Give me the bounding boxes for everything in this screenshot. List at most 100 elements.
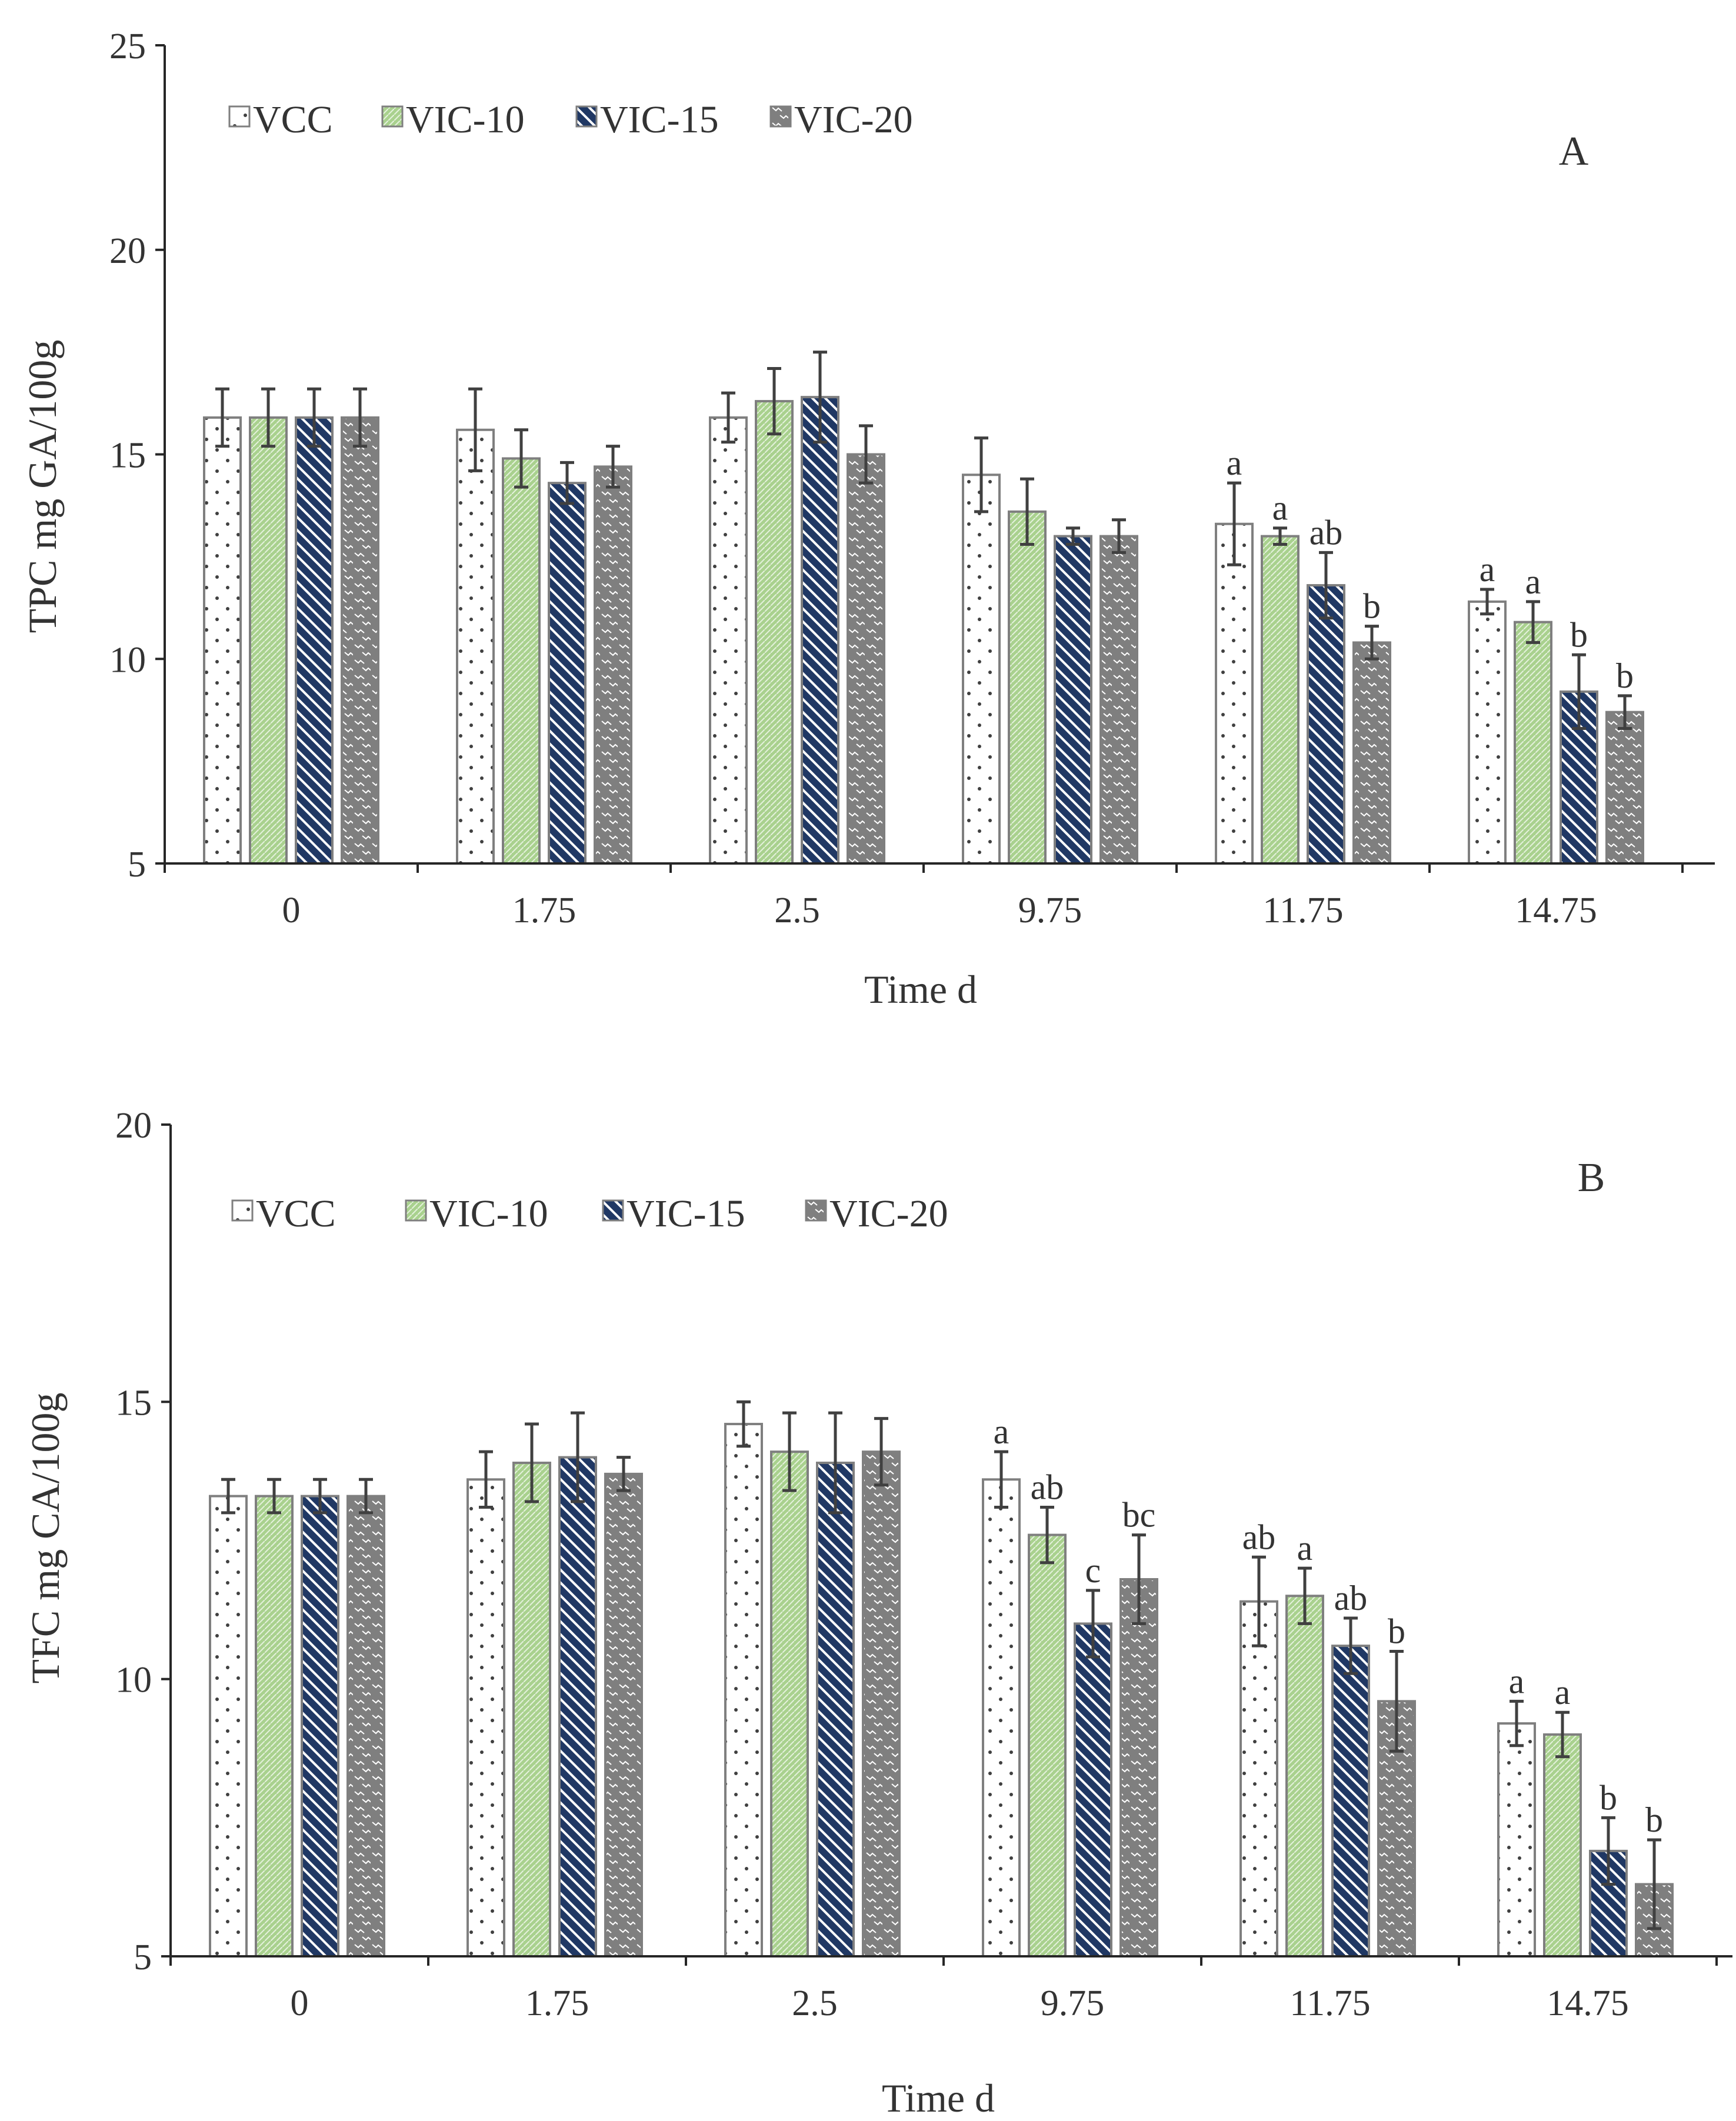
y-tick-label: 20 xyxy=(115,1106,152,1146)
error-bar xyxy=(1647,1838,1661,1930)
error-bar xyxy=(1510,1699,1524,1748)
error-bar xyxy=(1020,477,1034,546)
error-bar xyxy=(1526,600,1540,644)
error-bar xyxy=(1132,1533,1146,1625)
legend-item-vic-15: VIC-15 xyxy=(575,98,719,141)
bar-vic-10-day-14-75 xyxy=(1543,1733,1582,1958)
legend-item-vic-15: VIC-15 xyxy=(602,1192,745,1235)
significance-label: ab xyxy=(1242,1518,1276,1556)
bar-vic-10-day-11-75 xyxy=(1285,1595,1324,1957)
bar-vcc-day-9-75 xyxy=(962,473,1001,865)
panel-b-legend: VCC VIC-10 VIC-15 VIC-20 xyxy=(231,1192,948,1235)
bar-vic-15-day-9-75 xyxy=(1074,1622,1112,1957)
error-bar xyxy=(1252,1555,1266,1648)
error-bar xyxy=(813,351,827,444)
error-bar xyxy=(974,436,988,513)
y-tick-label: 15 xyxy=(109,436,146,476)
legend-label-vic-10: VIC-10 xyxy=(429,1192,548,1235)
error-bar xyxy=(1112,518,1126,554)
significance-label: a xyxy=(994,1412,1009,1451)
error-bar xyxy=(994,1450,1008,1509)
bar-vcc-day-9-75 xyxy=(982,1478,1021,1957)
error-bar xyxy=(514,428,528,489)
significance-label: ab xyxy=(1334,1579,1368,1618)
significance-label: b xyxy=(1570,615,1588,654)
error-bar xyxy=(1480,588,1494,616)
x-tick-label: 11.75 xyxy=(1262,891,1343,931)
significance-label: a xyxy=(1227,443,1242,482)
panel-b-y-axis-title: TFC mg CA/100g xyxy=(23,1393,68,1684)
legend-label-vic-10: VIC-10 xyxy=(406,98,525,141)
error-bar xyxy=(1618,694,1632,730)
x-tick-label: 0 xyxy=(282,891,301,931)
x-tick-label: 2.5 xyxy=(792,1983,838,2023)
error-bar xyxy=(1040,1505,1054,1565)
legend-item-vic-20: VIC-20 xyxy=(805,1192,948,1235)
error-bar xyxy=(1066,526,1080,546)
bar-vic-10-day-14-75 xyxy=(1514,621,1552,865)
bar-vic-20-day-2-5 xyxy=(847,453,885,865)
error-bar xyxy=(1365,625,1379,661)
bar-vic-15-day-9-75 xyxy=(1054,535,1092,865)
legend-swatch-vic-15 xyxy=(575,105,598,128)
x-tick-label: 9.75 xyxy=(1018,891,1082,931)
legend-item-vic-10: VIC-10 xyxy=(381,98,525,141)
significance-label: a xyxy=(1525,562,1541,601)
y-tick-label: 15 xyxy=(115,1383,152,1423)
error-bar xyxy=(1298,1566,1312,1625)
bar-vic-10-day-9-75 xyxy=(1028,1533,1067,1957)
bar-vic-10-day-2-5 xyxy=(770,1450,809,1957)
y-tick-label: 5 xyxy=(134,1937,152,1977)
bar-vic-10-day-1-75 xyxy=(502,457,541,865)
bar-vic-15-day-1-75 xyxy=(548,482,587,865)
error-bar xyxy=(261,387,275,448)
error-bar xyxy=(479,1450,493,1509)
error-bar xyxy=(353,387,367,448)
y-tick-label: 10 xyxy=(115,1660,152,1700)
error-bar xyxy=(1086,1589,1100,1659)
error-bar xyxy=(1572,653,1586,730)
bar-vcc-day-14-75 xyxy=(1497,1722,1536,1958)
legend-swatch-vic-10 xyxy=(381,105,404,128)
panel-a-letter: A xyxy=(1559,129,1589,174)
bar-vcc-day-2-5 xyxy=(724,1423,763,1958)
significance-label: b xyxy=(1616,656,1634,695)
bar-vic-20-day-9-75 xyxy=(1099,535,1138,865)
legend-label-vic-20: VIC-20 xyxy=(829,1192,948,1235)
x-tick-label: 1.75 xyxy=(512,891,577,931)
significance-label: a xyxy=(1272,489,1288,528)
error-bar xyxy=(859,424,873,485)
significance-label: a xyxy=(1509,1662,1525,1700)
bar-vic-20-day-14-75 xyxy=(1605,711,1644,865)
legend-label-vic-15: VIC-15 xyxy=(627,1192,745,1235)
bar-vic-20-day-1-75 xyxy=(604,1472,643,1957)
error-bar xyxy=(1344,1616,1358,1675)
bar-vic-10-day-9-75 xyxy=(1008,510,1047,865)
bar-vic-10-day-0 xyxy=(255,1495,294,1957)
legend-swatch-vic-20 xyxy=(805,1199,827,1222)
bar-vic-20-day-0 xyxy=(346,1495,385,1957)
y-tick-label: 10 xyxy=(109,640,146,680)
panel-a-y-axis-title: TPC mg GA/100g xyxy=(20,340,65,633)
bar-vic-10-day-11-75 xyxy=(1261,535,1299,865)
legend-swatch-vcc xyxy=(231,1199,254,1222)
bar-vcc-day-11-75 xyxy=(1215,522,1254,865)
bar-vic-10-day-1-75 xyxy=(512,1462,551,1957)
error-bar xyxy=(1273,526,1287,546)
bar-vic-20-day-9-75 xyxy=(1119,1578,1158,1957)
error-bar xyxy=(737,1400,751,1448)
bar-vic-15-day-0 xyxy=(295,416,334,865)
error-bar xyxy=(1227,481,1241,566)
error-bar xyxy=(721,391,735,444)
bar-vic-15-day-0 xyxy=(301,1495,339,1957)
panel-a-x-axis-title: Time d xyxy=(864,967,977,1012)
error-bar xyxy=(215,387,229,448)
bar-vic-20-day-0 xyxy=(341,416,379,865)
panel-a-legend: VCC VIC-10 VIC-15 VIC-20 xyxy=(228,98,913,141)
x-tick-label: 14.75 xyxy=(1515,891,1597,931)
legend-label-vic-15: VIC-15 xyxy=(600,98,719,141)
